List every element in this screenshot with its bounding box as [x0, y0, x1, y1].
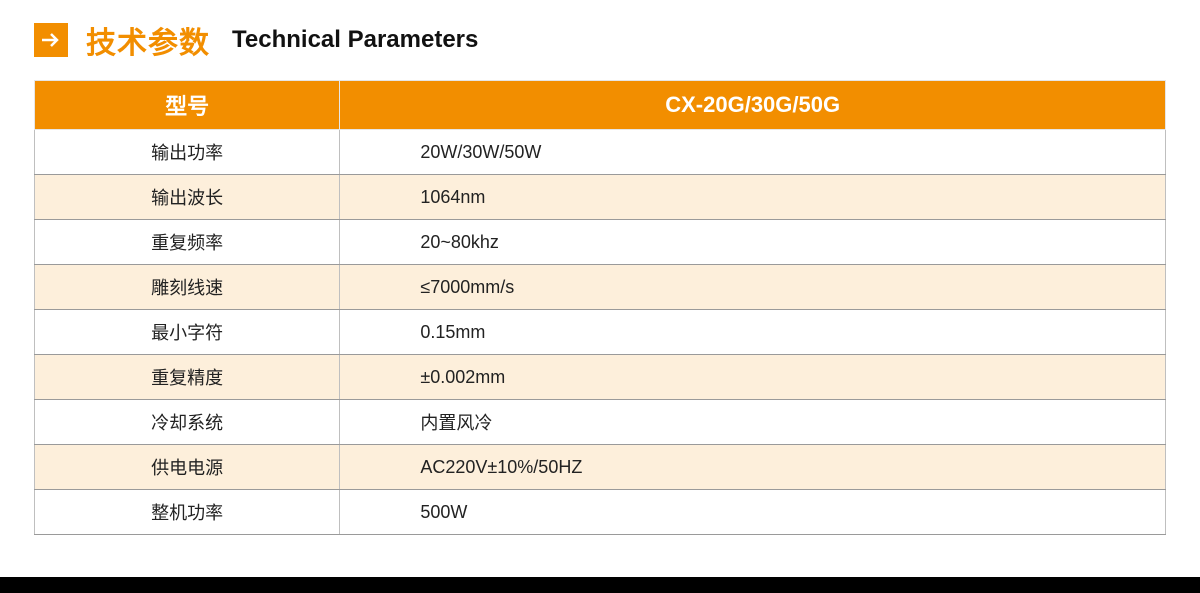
- table-row: 最小字符 0.15mm: [35, 310, 1166, 355]
- param-label: 输出波长: [35, 175, 340, 220]
- param-value: AC220V±10%/50HZ: [340, 445, 1166, 490]
- table-row: 重复频率 20~80khz: [35, 220, 1166, 265]
- param-label: 整机功率: [35, 490, 340, 535]
- param-value: 0.15mm: [340, 310, 1166, 355]
- section-heading: 技术参数 Technical Parameters: [34, 18, 1166, 62]
- param-label: 最小字符: [35, 310, 340, 355]
- table-header-row: 型号 CX-20G/30G/50G: [35, 81, 1166, 130]
- heading-title-en: Technical Parameters: [232, 26, 478, 54]
- param-value: ±0.002mm: [340, 355, 1166, 400]
- table-header-model: 型号: [35, 81, 340, 130]
- param-label: 重复频率: [35, 220, 340, 265]
- table-row: 雕刻线速 ≤7000mm/s: [35, 265, 1166, 310]
- parameters-table: 型号 CX-20G/30G/50G 输出功率 20W/30W/50W 输出波长 …: [34, 80, 1166, 535]
- param-label: 重复精度: [35, 355, 340, 400]
- param-label: 冷却系统: [35, 400, 340, 445]
- param-label: 输出功率: [35, 130, 340, 175]
- table-row: 重复精度 ±0.002mm: [35, 355, 1166, 400]
- param-value: 1064nm: [340, 175, 1166, 220]
- table-header-value: CX-20G/30G/50G: [340, 81, 1166, 130]
- param-value: 20W/30W/50W: [340, 130, 1166, 175]
- param-value: 内置风冷: [340, 400, 1166, 445]
- arrow-right-icon: [34, 23, 68, 57]
- table-row: 输出波长 1064nm: [35, 175, 1166, 220]
- table-row: 输出功率 20W/30W/50W: [35, 130, 1166, 175]
- table-row: 供电电源 AC220V±10%/50HZ: [35, 445, 1166, 490]
- param-value: 20~80khz: [340, 220, 1166, 265]
- footer-bar: [0, 577, 1200, 593]
- param-label: 雕刻线速: [35, 265, 340, 310]
- page-container: 技术参数 Technical Parameters 型号 CX-20G/30G/…: [0, 0, 1200, 535]
- param-value: 500W: [340, 490, 1166, 535]
- table-row: 冷却系统 内置风冷: [35, 400, 1166, 445]
- heading-title-cn: 技术参数: [86, 18, 210, 62]
- table-row: 整机功率 500W: [35, 490, 1166, 535]
- param-value: ≤7000mm/s: [340, 265, 1166, 310]
- param-label: 供电电源: [35, 445, 340, 490]
